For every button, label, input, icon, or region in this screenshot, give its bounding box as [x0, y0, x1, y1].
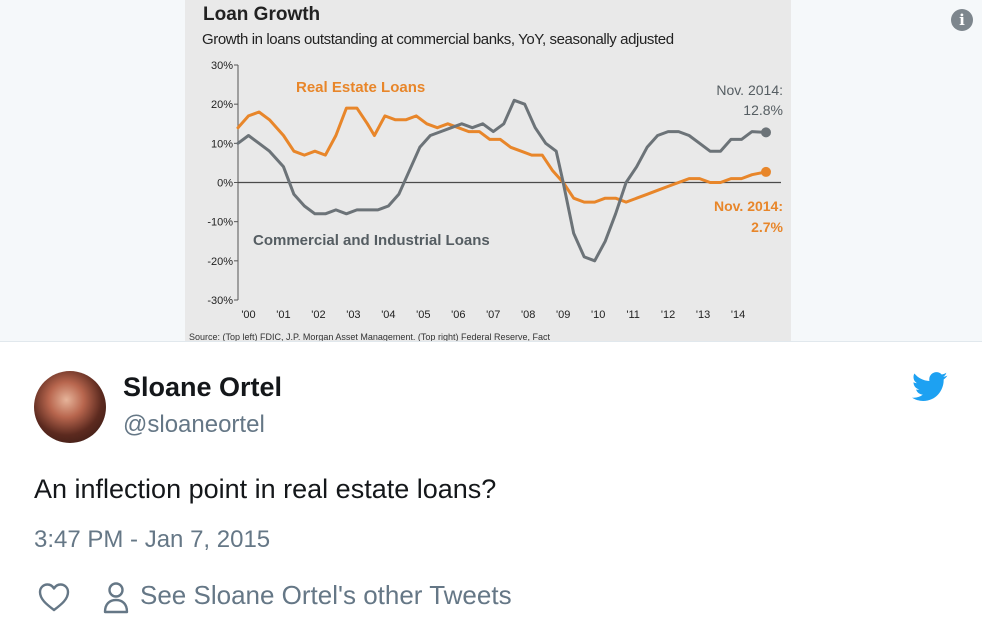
chart-title: Loan Growth: [203, 4, 321, 25]
tweet-timestamp[interactable]: 3:47 PM - Jan 7, 2015: [34, 526, 271, 553]
x-tick-label: '00: [241, 309, 255, 321]
chart-subtitle: Growth in loans outstanding at commercia…: [202, 31, 674, 48]
ci-end-date-label: Nov. 2014:: [716, 82, 783, 98]
re-end-date-label: Nov. 2014:: [714, 198, 783, 214]
see-other-tweets-link[interactable]: See Sloane Ortel's other Tweets: [140, 580, 512, 610]
x-tick-label: '03: [346, 309, 360, 321]
y-tick-label: -30%: [207, 295, 233, 307]
x-tick-label: '13: [696, 309, 710, 321]
x-tick-label: '06: [451, 309, 465, 321]
commercial-industrial-loans-label: Commercial and Industrial Loans: [253, 232, 490, 249]
twitter-bird-icon[interactable]: [912, 372, 948, 402]
x-tick-label: '14: [731, 309, 745, 321]
ci-end-value-label: 12.8%: [743, 102, 783, 118]
y-tick-label: -20%: [207, 256, 233, 268]
tweet-card: Sloane Ortel @sloaneortel An inflection …: [0, 342, 982, 634]
chart-source: Source: (Top left) FDIC, J.P. Morgan Ass…: [189, 332, 550, 342]
x-tick-label: '04: [381, 309, 395, 321]
commercial-industrial-loans-line: [236, 98, 768, 263]
y-tick-label: 30%: [211, 60, 233, 72]
y-tick-label: -10%: [207, 217, 233, 229]
x-tick-label: '08: [521, 309, 535, 321]
x-tick-label: '05: [416, 309, 430, 321]
y-tick-label: 20%: [211, 99, 233, 111]
real-estate-loans-line: [236, 106, 768, 204]
x-tick-label: '07: [486, 309, 500, 321]
x-tick-label: '12: [661, 309, 675, 321]
chart-image: Loan Growth Growth in loans outstanding …: [185, 0, 791, 341]
y-tick-label: 0%: [217, 178, 233, 190]
commercial-industrial-end-point: [761, 127, 772, 138]
author-handle[interactable]: @sloaneortel: [123, 411, 265, 438]
person-icon[interactable]: [103, 581, 129, 614]
tweet-media[interactable]: Loan Growth Growth in loans outstanding …: [0, 0, 982, 342]
author-name[interactable]: Sloane Ortel: [123, 372, 283, 402]
x-tick-label: '09: [556, 309, 570, 321]
info-icon[interactable]: i: [951, 9, 973, 31]
real-estate-end-point: [761, 166, 772, 177]
x-tick-label: '02: [311, 309, 325, 321]
re-end-value-label: 2.7%: [751, 219, 783, 235]
x-tick-label: '10: [591, 309, 605, 321]
tweet-text: An inflection point in real estate loans…: [34, 474, 497, 504]
y-tick-label: 10%: [211, 138, 233, 150]
real-estate-loans-label: Real Estate Loans: [296, 79, 425, 96]
heart-icon[interactable]: [37, 581, 71, 613]
x-tick-label: '01: [276, 309, 290, 321]
x-tick-label: '11: [626, 309, 640, 321]
avatar[interactable]: [34, 371, 106, 443]
loan-growth-chart: 30% 20% 10% 0% -10% -20% -30% '00 '01 '02 '03 '04 '0…: [207, 60, 783, 321]
